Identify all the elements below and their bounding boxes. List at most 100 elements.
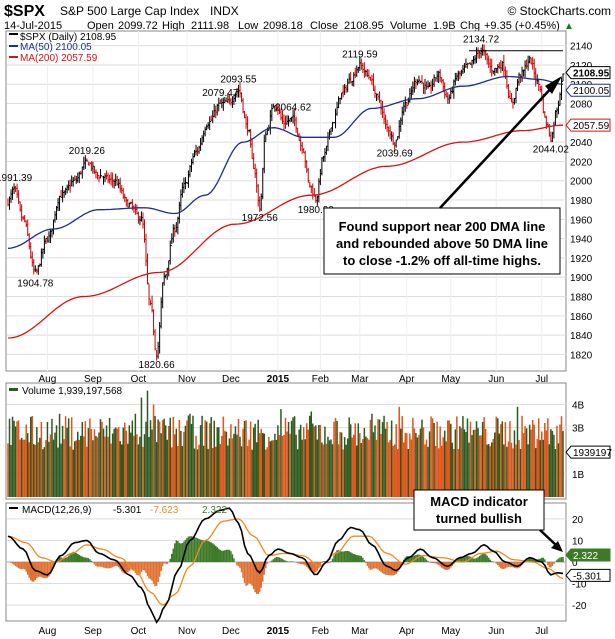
volume-bar <box>210 417 212 497</box>
volume-bar <box>437 448 440 497</box>
price-value-label: 1980.90 <box>298 205 335 216</box>
macd-histogram-bar <box>541 557 543 562</box>
macd-histogram-bar <box>208 541 211 562</box>
volume-bar <box>122 427 124 497</box>
macd-histogram-bar <box>102 562 105 568</box>
volume-bar <box>477 428 479 497</box>
macd-histogram-bar <box>45 562 47 579</box>
volume-bar <box>378 419 381 497</box>
volume-bar <box>204 420 206 497</box>
macd-histogram-bar <box>296 562 299 564</box>
macd-histogram-bar <box>337 550 340 562</box>
x-axis-tick-label: Jul <box>535 374 548 385</box>
macd-histogram-bar <box>500 562 502 569</box>
legend-signal-value: -7.623 <box>150 505 179 516</box>
volume-bar <box>66 427 68 497</box>
volume-bar <box>222 416 225 497</box>
legend-hist-value: 2.322 <box>202 505 227 516</box>
macd-histogram-bar <box>477 557 479 562</box>
right-value-tag <box>565 66 611 80</box>
macd-histogram-bar <box>193 537 196 562</box>
volume-bar <box>324 426 326 497</box>
macd-histogram-bar <box>375 562 378 569</box>
volume-bar <box>236 434 238 497</box>
volume-bar <box>183 431 185 497</box>
volume-bar <box>313 426 316 497</box>
macd-histogram-bar <box>117 562 120 568</box>
macd-histogram-bar <box>401 562 404 563</box>
chart-symbol: $SPX <box>4 3 45 20</box>
macd-histogram-bar <box>548 562 551 568</box>
volume-bar <box>481 421 484 497</box>
price-value-label: 2044.02 <box>533 144 570 155</box>
macd-histogram-bar <box>201 540 203 562</box>
macd-histogram-bar <box>393 562 396 575</box>
macd-histogram-bar <box>407 556 410 562</box>
volume-bar <box>489 446 491 497</box>
volume-bar <box>442 437 444 497</box>
volume-bar <box>102 428 105 497</box>
price-axis-tick-label: 1880 <box>570 293 593 304</box>
macd-histogram-bar <box>362 557 364 562</box>
volume-bar <box>266 447 269 497</box>
volume-bar <box>205 421 208 497</box>
volume-bar <box>175 428 178 497</box>
volume-bar <box>140 397 143 497</box>
volume-bar <box>77 431 79 497</box>
annotation-arrow <box>439 83 556 209</box>
macd-histogram-bar <box>439 562 441 567</box>
volume-bar <box>416 437 419 497</box>
volume-bar <box>351 437 353 497</box>
volume-bar <box>337 444 340 497</box>
volume-bar <box>284 417 287 497</box>
volume-bar <box>447 420 449 497</box>
volume-bar <box>93 429 96 497</box>
volume-bar <box>366 438 369 497</box>
volume-bar <box>14 426 17 497</box>
volume-bar <box>272 440 275 497</box>
macd-histogram-bar <box>262 562 264 582</box>
volume-bar <box>55 425 58 497</box>
volume-bar <box>419 428 422 497</box>
volume-bar <box>374 425 376 497</box>
volume-bar <box>448 420 451 497</box>
macd-histogram-bar <box>316 562 319 571</box>
volume-bar <box>536 439 538 497</box>
macd-histogram-bar <box>154 562 156 587</box>
volume-bar <box>233 433 235 497</box>
quote-volume-label: Volume <box>390 20 427 32</box>
macd-histogram-bar <box>490 561 493 562</box>
legend-macd-value: -5.301 <box>113 505 142 516</box>
macd-histogram-bar <box>321 562 323 564</box>
volume-axis-tick-label: 4B <box>572 401 585 412</box>
macd-histogram-bar <box>10 562 12 563</box>
macd-histogram-bar <box>433 562 435 564</box>
quote-open: 2099.72 <box>118 20 158 32</box>
macd-histogram-bar <box>196 538 199 562</box>
macd-histogram-bar <box>378 562 381 571</box>
macd-histogram-bar <box>40 562 43 578</box>
macd-histogram-bar <box>386 562 388 575</box>
volume-bar <box>440 445 443 497</box>
volume-bar <box>125 430 128 497</box>
volume-bar <box>371 413 373 497</box>
macd-histogram-bar <box>459 557 461 562</box>
macd-histogram-bar <box>381 562 384 574</box>
macd-histogram-bar <box>531 558 534 562</box>
macd-histogram-bar <box>333 555 335 562</box>
volume-bar <box>16 421 18 497</box>
volume-bar <box>83 436 85 497</box>
macd-histogram-bar <box>419 554 422 562</box>
volume-bar <box>516 406 519 497</box>
price-grid <box>7 45 566 355</box>
price-legend: $SPX (Daily) 2108.95 MA(50) 2100.05 MA(2… <box>9 32 117 64</box>
macd-annotation-arrow <box>539 529 558 547</box>
macd-histogram-bar <box>434 562 437 564</box>
x-axis-ticks-macd: Aug Sep Oct Nov Dec 2015 Feb Mar Apr May Jun Jul <box>39 626 549 637</box>
volume-bar <box>390 420 393 497</box>
price-value-label: 1904.78 <box>17 279 54 290</box>
volume-bar <box>202 445 205 497</box>
macd-histogram-bar <box>544 559 546 562</box>
macd-histogram-bar <box>283 559 285 562</box>
